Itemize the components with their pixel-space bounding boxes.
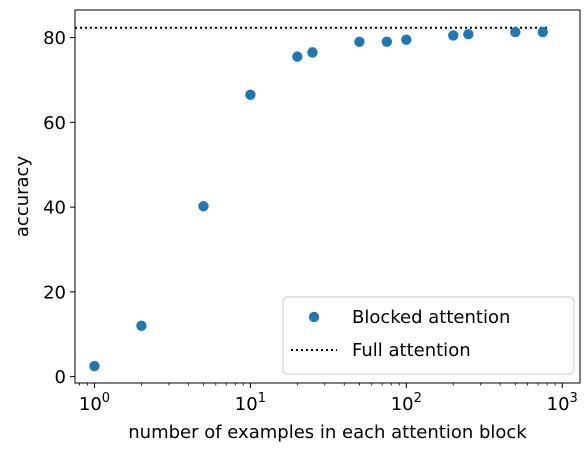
data-point <box>292 51 303 62</box>
x-axis-label: number of examples in each attention blo… <box>128 422 527 443</box>
legend-label-blocked-attention: Blocked attention <box>352 307 510 328</box>
y-tick-label: 0 <box>55 367 66 388</box>
legend: Blocked attention Full attention <box>282 296 575 375</box>
data-point <box>537 26 548 38</box>
y-tick-label: 20 <box>43 282 66 303</box>
x-axis: 100 101 102 103 <box>79 383 578 415</box>
data-point <box>245 89 256 100</box>
data-point <box>381 36 393 47</box>
plot-frame <box>74 9 581 384</box>
data-point <box>354 36 365 47</box>
data-point <box>89 360 100 372</box>
x-tick-label: 102 <box>391 391 422 415</box>
y-axis: 0 20 40 60 80 <box>43 28 75 388</box>
x-tick-label: 100 <box>79 391 110 415</box>
y-tick-label: 80 <box>43 28 66 49</box>
x-tick-label: 103 <box>547 391 578 415</box>
legend-label-full-attention: Full attention <box>352 340 471 361</box>
y-tick-label: 60 <box>43 113 66 134</box>
data-point <box>448 30 459 41</box>
blocked-attention-points <box>89 26 548 372</box>
data-point <box>307 47 318 58</box>
data-point <box>401 34 412 45</box>
data-point <box>510 26 521 38</box>
y-axis-label: accuracy <box>12 156 33 238</box>
data-point <box>463 28 474 40</box>
legend-marker-blocked-attention <box>308 311 320 323</box>
x-tick-label: 101 <box>235 391 266 415</box>
data-point <box>198 201 209 212</box>
data-point <box>136 320 147 331</box>
y-tick-label: 40 <box>43 198 66 219</box>
legend-box <box>282 296 575 375</box>
